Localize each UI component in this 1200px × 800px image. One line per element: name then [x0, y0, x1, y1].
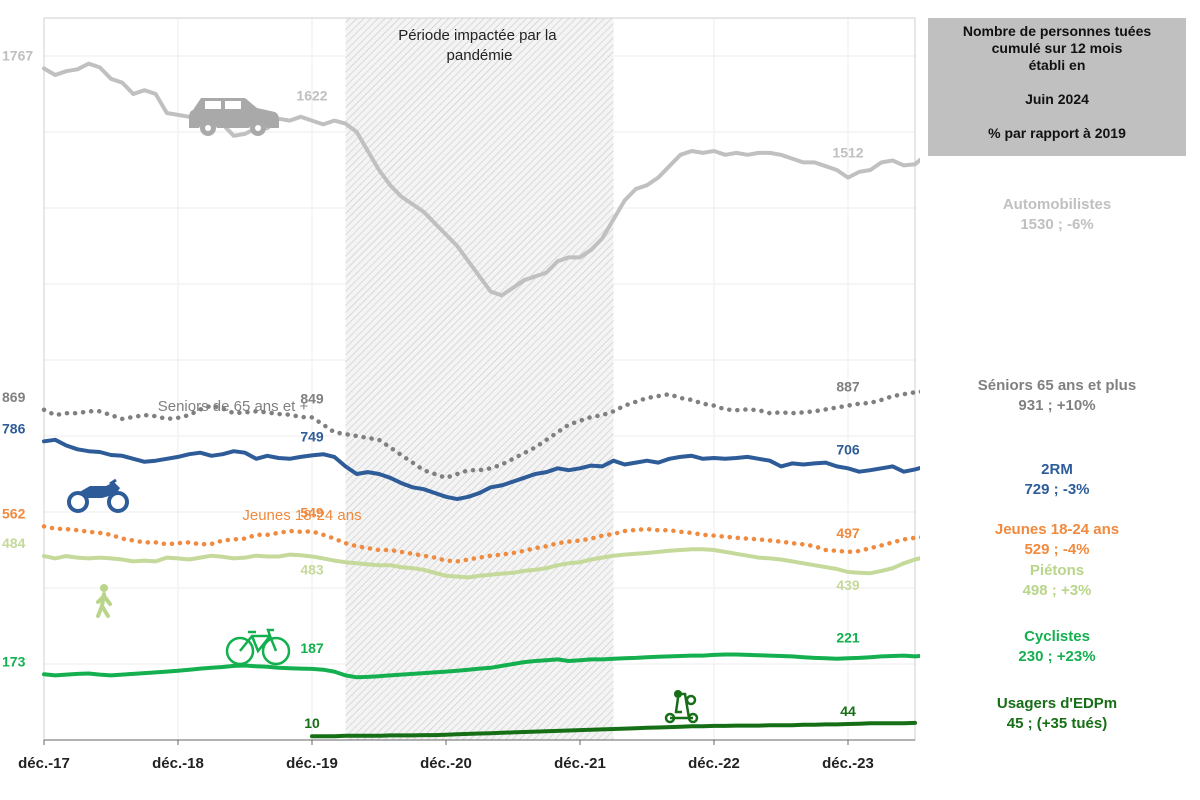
legend-name: Automobilistes	[1002, 196, 1112, 213]
legend-header-line	[928, 108, 1186, 125]
legend-automobilistes: Automobilistes 1530 ; -6%	[928, 195, 1186, 235]
data-label: 221	[836, 629, 860, 645]
x-tick-label: déc.-17	[18, 755, 70, 772]
legend-seniors: Séniors 65 ans et plus 931 ; +10%	[928, 376, 1186, 416]
series-line-2	[42, 437, 920, 502]
legend-name: Cyclistes	[1024, 628, 1090, 645]
data-label: 173	[2, 653, 26, 669]
legend-name: 2RM	[1041, 461, 1073, 478]
x-tick-label: déc.-18	[152, 755, 204, 772]
data-label: 706	[836, 441, 860, 457]
data-label: 786	[2, 420, 26, 436]
legend-header-line: Nombre de personnes tuées	[962, 23, 1152, 39]
legend-header-line	[928, 74, 1186, 91]
data-label: 1767	[2, 48, 33, 64]
data-label: 849	[300, 390, 324, 406]
series-line-5	[42, 652, 920, 680]
bicycle-icon	[225, 628, 291, 666]
series-line-1	[41, 389, 920, 481]
legend-header-line: Juin 2024	[1025, 91, 1089, 107]
data-label: 10	[304, 715, 320, 731]
data-label: 187	[300, 640, 324, 656]
x-tick-label: déc.-22	[688, 755, 740, 772]
data-label: 869	[2, 389, 26, 405]
data-label: 439	[836, 577, 860, 593]
chart: Période impactée par la pandémie déc.-17…	[2, 17, 920, 772]
annotation-jeunes: Jeunes 18-24 ans	[242, 507, 361, 524]
legend-pietons: Piétons 498 ; +3%	[928, 561, 1186, 601]
series-line-3	[41, 524, 920, 564]
data-label: 1512	[832, 145, 863, 161]
legend-value: 498 ; +3%	[1022, 582, 1092, 599]
x-tick-label: déc.-21	[554, 755, 606, 772]
legend-header-line: % par rapport à 2019	[988, 125, 1126, 141]
data-label: 549	[300, 504, 324, 520]
pedestrian-icon	[96, 584, 112, 618]
legend-value: 931 ; +10%	[1018, 397, 1096, 414]
data-label: 484	[2, 535, 26, 551]
legend-jeunes: Jeunes 18-24 ans 529 ; -4%	[928, 520, 1186, 560]
annotations: Seniors de 65 ans et + Jeunes 18-24 ans	[158, 398, 362, 524]
data-label: 562	[2, 505, 26, 521]
pandemic-band	[345, 18, 614, 740]
data-label: 44	[840, 703, 856, 719]
legend-2rm: 2RM 729 ; -3%	[928, 460, 1186, 500]
scooter-icon	[664, 690, 699, 724]
annotation-seniors: Seniors de 65 ans et +	[158, 398, 309, 415]
legend-value: 1530 ; -6%	[1020, 216, 1094, 233]
motorcycle-icon	[67, 478, 129, 513]
legend-header: Nombre de personnes tuées cumulé sur 12 …	[928, 18, 1186, 156]
legend-name: Jeunes 18-24 ans	[994, 521, 1120, 538]
data-label: 887	[836, 379, 860, 395]
legend-value: 45 ; (+35 tués)	[1006, 715, 1108, 732]
legend-value: 529 ; -4%	[1024, 541, 1090, 558]
legend-name: Piétons	[1029, 562, 1085, 579]
legend-name: Usagers d'EDPm	[996, 695, 1118, 712]
legend-edpm: Usagers d'EDPm 45 ; (+35 tués)	[928, 694, 1186, 734]
x-tick-label: déc.-23	[822, 755, 874, 772]
data-labels: 1767 1622 1512 869 849 887 786 749 706 562 549 497 4…	[2, 48, 864, 732]
data-label: 483	[300, 561, 324, 577]
x-tick-label: déc.-19	[286, 755, 338, 772]
legend-cyclistes: Cyclistes 230 ; +23%	[928, 627, 1186, 667]
pandemic-label: Période impactée par la pandémie	[398, 27, 561, 64]
x-axis-ticks: déc.-17 déc.-18 déc.-19 déc.-20 déc.-21 déc.-…	[18, 740, 874, 772]
legend-name: Séniors 65 ans et plus	[977, 377, 1137, 394]
series-line-4	[42, 547, 920, 580]
x-tick-label: déc.-20	[420, 755, 472, 772]
legend-header-line: établi en	[1028, 57, 1086, 73]
series-line-6	[310, 720, 917, 739]
legend-value: 230 ; +23%	[1018, 648, 1096, 665]
car-icon	[189, 98, 279, 136]
legend-header-line: cumulé sur 12 mois	[991, 40, 1123, 56]
data-label: 1622	[296, 88, 327, 104]
data-label: 497	[836, 525, 860, 541]
data-label: 749	[300, 428, 324, 444]
legend-value: 729 ; -3%	[1024, 481, 1090, 498]
